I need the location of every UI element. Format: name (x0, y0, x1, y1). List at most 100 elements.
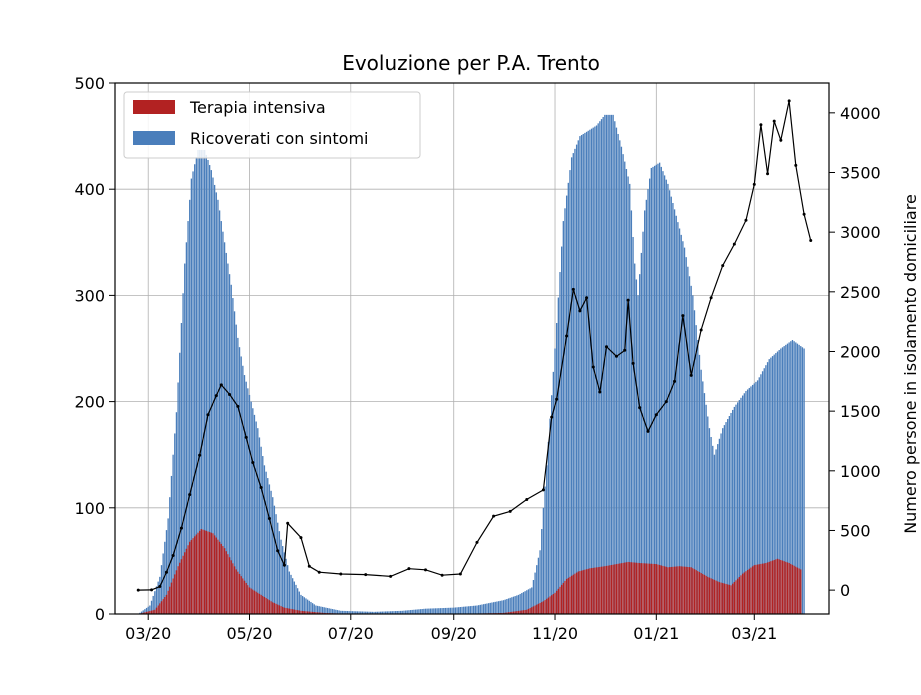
bar-ricoverati (294, 582, 295, 614)
line-point (150, 588, 153, 591)
y-tick-label: 300 (74, 286, 105, 305)
bar-ricoverati (566, 196, 567, 614)
bar-ricoverati (583, 134, 584, 614)
bar-ricoverati (730, 413, 731, 614)
bar-terapia (280, 606, 281, 614)
bar-terapia (556, 591, 557, 614)
bar-terapia (227, 554, 228, 614)
bar-ricoverati (486, 604, 487, 614)
bar-ricoverati (246, 382, 247, 614)
bar-ricoverati (461, 607, 462, 614)
bar-terapia (800, 569, 801, 614)
bar-terapia (765, 563, 766, 614)
chart-title: Evoluzione per P.A. Trento (342, 51, 600, 75)
bar-terapia (632, 562, 633, 614)
bar-terapia (657, 565, 658, 614)
bar-ricoverati (250, 402, 251, 614)
bar-terapia (199, 531, 200, 614)
bar-ricoverati (249, 395, 250, 614)
bar-ricoverati (671, 197, 672, 614)
bar-terapia (244, 581, 245, 614)
y2-tick-label: 3000 (840, 223, 881, 242)
bar-ricoverati (289, 572, 290, 614)
bar-terapia (679, 566, 680, 614)
line-point (180, 527, 183, 530)
bar-ricoverati (460, 607, 461, 614)
bar-ricoverati (241, 356, 242, 614)
bar-ricoverati (549, 419, 550, 614)
bar-ricoverati (621, 147, 622, 614)
bar-terapia (292, 609, 293, 614)
y-tick-label: 200 (74, 393, 105, 412)
bar-terapia (720, 583, 721, 614)
bar-ricoverati (446, 608, 447, 614)
line-point (773, 120, 776, 123)
bar-ricoverati (624, 162, 625, 614)
bar-ricoverati (679, 228, 680, 614)
line-point (550, 416, 553, 419)
bar-ricoverati (626, 169, 627, 614)
line-point (509, 510, 512, 513)
line-point (276, 549, 279, 552)
bar-terapia (682, 567, 683, 614)
bar-terapia (780, 560, 781, 614)
bar-terapia (254, 591, 255, 614)
bar-ricoverati (606, 115, 607, 614)
bar-terapia (232, 563, 233, 614)
bar-ricoverati (480, 605, 481, 614)
bar-terapia (627, 562, 628, 614)
bar-terapia (202, 530, 203, 614)
bar-terapia (588, 569, 589, 614)
bar-ricoverati (463, 607, 464, 614)
bar-terapia (717, 581, 718, 614)
x-tick-label: 09/20 (431, 624, 477, 643)
line-point (228, 393, 231, 396)
bar-terapia (749, 569, 750, 614)
bar-ricoverati (488, 603, 489, 614)
bar-terapia (777, 559, 778, 614)
bar-ricoverati (433, 608, 434, 614)
bar-terapia (217, 540, 218, 614)
bar-terapia (750, 568, 751, 614)
bar-ricoverati (423, 609, 424, 614)
bar-terapia (559, 587, 560, 614)
bar-terapia (214, 535, 215, 614)
bar-ricoverati (556, 323, 557, 614)
bar-ricoverati (559, 272, 560, 614)
bar-ricoverati (412, 610, 413, 614)
line-point (492, 515, 495, 518)
bar-terapia (187, 545, 188, 614)
bar-terapia (267, 599, 268, 614)
y2-tick-label: 1000 (840, 462, 881, 481)
line-point (647, 430, 650, 433)
bar-terapia (546, 599, 547, 614)
y2-axis-label: Numero persone in isolamento domiciliare (901, 194, 920, 534)
y-tick-label: 0 (95, 605, 105, 624)
bar-terapia (760, 564, 761, 614)
bar-terapia (237, 572, 238, 614)
bar-terapia (584, 570, 585, 614)
bar-ricoverati (508, 598, 509, 614)
bar-terapia (732, 584, 733, 614)
bar-ricoverati (451, 608, 452, 614)
bar-terapia (538, 604, 539, 614)
bar-terapia (707, 577, 708, 614)
line-point (407, 567, 410, 570)
bar-terapia (775, 559, 776, 614)
bar-ricoverati (647, 189, 648, 614)
line-point (592, 365, 595, 368)
line-point (788, 99, 791, 102)
bar-terapia (241, 576, 242, 614)
bar-ricoverati (672, 203, 673, 614)
bar-ricoverati (669, 190, 670, 614)
bar-terapia (249, 587, 250, 614)
bar-ricoverati (483, 604, 484, 614)
line-point (598, 391, 601, 394)
bar-ricoverati (458, 607, 459, 614)
bar-ricoverati (609, 115, 610, 614)
bar-terapia (239, 574, 240, 614)
bar-ricoverati (646, 200, 647, 614)
line-point (206, 413, 209, 416)
bar-terapia (684, 567, 685, 614)
bar-ricoverati (443, 608, 444, 614)
